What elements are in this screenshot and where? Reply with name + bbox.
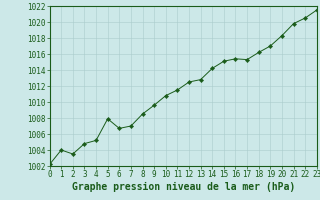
X-axis label: Graphe pression niveau de la mer (hPa): Graphe pression niveau de la mer (hPa) [72,182,295,192]
